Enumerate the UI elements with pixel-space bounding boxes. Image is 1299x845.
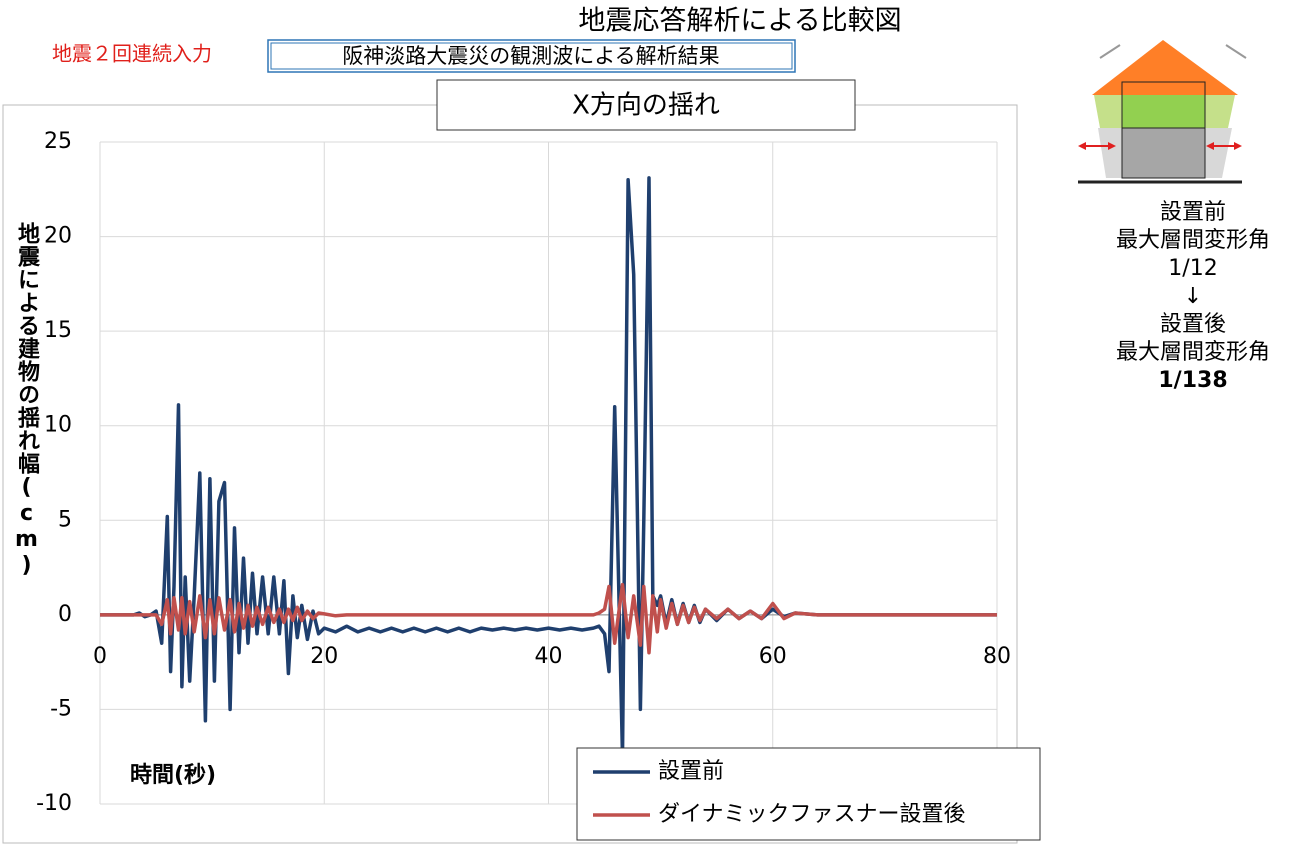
side-text: ↓: [1184, 284, 1202, 309]
wall-ghost: [1098, 128, 1122, 178]
wall-ghost: [1094, 95, 1122, 128]
plot: -10 -5 0 5 10 15 20 25 0 20 40 60 80: [36, 129, 1011, 816]
legend-label: ダイナミックファスナー設置後: [658, 802, 966, 827]
chart-frame: [2, 104, 1018, 844]
chart-title: X方向の揺れ: [572, 91, 720, 121]
roof: [1092, 40, 1238, 95]
y-axis-label: 地震による建物の揺れ幅(cm): [14, 222, 39, 579]
y-tick-label: 15: [44, 318, 72, 343]
chart-title-box: [436, 79, 856, 131]
side-text: 1/12: [1168, 256, 1217, 281]
x-tick-label: 60: [759, 644, 787, 669]
y-tick-label: 10: [44, 413, 72, 438]
x-tick-label: 40: [535, 644, 563, 669]
x-tick-label: 0: [93, 644, 107, 669]
side-text: 1/138: [1158, 368, 1227, 393]
side-text: 設置後: [1160, 312, 1226, 337]
x-axis-label: 時間(秒): [130, 763, 216, 788]
wall-ghost: [1205, 95, 1235, 128]
input-label: 地震２回連続入力: [52, 42, 212, 66]
floor-1: [1121, 127, 1206, 179]
y-tick-label: -5: [50, 696, 72, 721]
y-tick-label: 25: [44, 129, 72, 154]
side-text: 設置前: [1160, 200, 1226, 225]
floor-2-outline: [1121, 81, 1206, 129]
legend: [576, 747, 1041, 841]
legend-label: 設置前: [658, 759, 724, 784]
subtitle: 阪神淡路大震災の観測波による解析結果: [342, 44, 719, 68]
subtitle-box: [267, 39, 796, 73]
series-line: [100, 582, 997, 655]
arrow-head: [1078, 142, 1086, 150]
arrow-head: [1234, 142, 1242, 150]
wall-ghost: [1205, 128, 1232, 178]
shake-line: [1099, 44, 1121, 59]
side-text: 最大層間変形角: [1116, 340, 1270, 365]
y-tick-label: 0: [58, 602, 72, 627]
house-diagram: [1078, 40, 1247, 184]
arrow-head: [1206, 142, 1214, 150]
x-tick-label: 20: [310, 644, 338, 669]
y-tick-label: 20: [44, 224, 72, 249]
arrow-head: [1108, 142, 1116, 150]
shake-line: [1225, 44, 1247, 59]
y-tick-label: -10: [36, 791, 72, 816]
y-tick-label: 5: [58, 507, 72, 532]
x-tick-label: 80: [983, 644, 1011, 669]
page-title: 地震応答解析による比較図: [578, 6, 901, 37]
side-text: 最大層間変形角: [1116, 228, 1270, 253]
subtitle-box-inner: [270, 42, 793, 70]
